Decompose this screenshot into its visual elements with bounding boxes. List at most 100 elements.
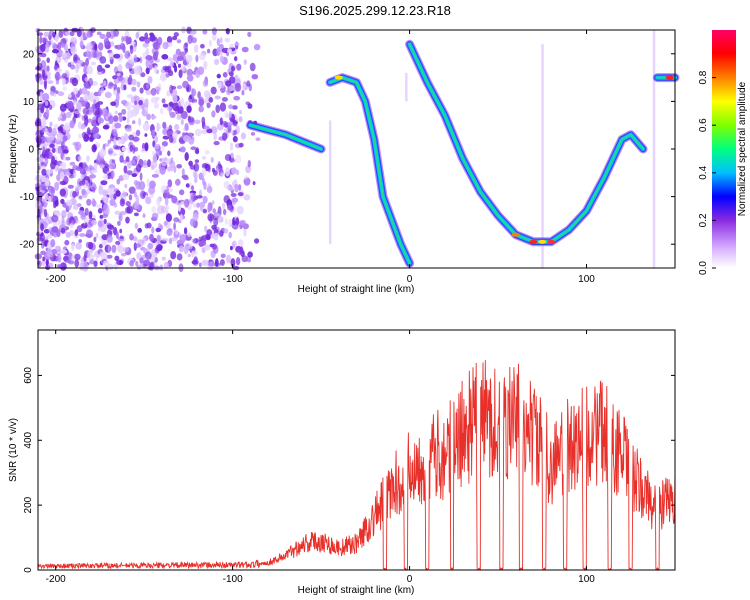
noise-speck: [178, 245, 184, 253]
noise-speck: [111, 244, 117, 254]
noise-speck: [57, 253, 62, 263]
noise-speck: [59, 112, 67, 122]
noise-speck: [187, 116, 195, 123]
noise-speck: [76, 101, 82, 111]
noise-speck: [157, 36, 163, 46]
snr-series: [37, 360, 676, 572]
trace-hotspot: [538, 239, 547, 244]
noise-speck: [39, 35, 43, 44]
noise-speck: [107, 224, 115, 230]
noise-speck: [204, 225, 208, 233]
colorbar-tick-label: 0.8: [698, 70, 709, 84]
noise-speck: [106, 254, 113, 259]
noise-speck: [169, 84, 174, 94]
noise-speck: [234, 42, 240, 46]
noise-speck: [75, 64, 79, 74]
noise-speck: [245, 101, 251, 106]
noise-speck: [64, 239, 70, 246]
noise-speck: [161, 256, 166, 261]
noise-speck: [167, 194, 174, 199]
noise-speck: [106, 188, 113, 196]
snr-ticks: -200 -100 0 100 0 200 400 600: [23, 330, 675, 585]
noise-speck: [76, 219, 80, 224]
noise-speck: [114, 110, 119, 115]
noise-speck: [198, 236, 202, 242]
noise-speck: [119, 198, 126, 207]
noise-speck: [117, 64, 123, 73]
noise-speck: [150, 160, 158, 169]
noise-speck: [94, 110, 100, 118]
noise-speck: [179, 51, 187, 56]
noise-speck: [73, 87, 78, 95]
noise-speck: [42, 260, 46, 268]
noise-speck: [117, 76, 124, 82]
noise-speck: [103, 260, 110, 267]
colorbar-gradient: [712, 30, 736, 268]
colorbar-tick-label: 0.0: [698, 261, 709, 275]
noise-speck: [163, 261, 170, 269]
noise-speck: [111, 152, 118, 157]
noise-speck: [136, 81, 141, 88]
spectrogram-xtick-label: -100: [223, 274, 243, 285]
noise-speck: [214, 95, 221, 100]
noise-speck: [88, 210, 93, 220]
noise-speck: [66, 100, 74, 109]
noise-speck: [70, 37, 77, 44]
noise-speck: [196, 202, 200, 208]
noise-speck: [138, 263, 144, 269]
noise-speck: [106, 234, 113, 243]
noise-speck: [151, 174, 159, 178]
noise-speck: [134, 243, 142, 248]
noise-speck: [83, 94, 89, 102]
streak: [541, 44, 544, 268]
noise-speck: [184, 123, 189, 131]
noise-speck: [103, 174, 109, 181]
noise-speck: [119, 228, 123, 234]
noise-speck: [76, 225, 83, 233]
noise-speck: [190, 29, 197, 35]
noise-speck: [57, 126, 63, 131]
noise-speck: [60, 249, 67, 255]
noise-speck: [47, 75, 51, 81]
noise-speck: [154, 65, 158, 74]
noise-speck: [104, 163, 109, 168]
snr-ytick-label: 400: [23, 431, 34, 448]
noise-speck: [49, 91, 55, 96]
noise-speck: [251, 74, 259, 80]
noise-speck: [36, 156, 43, 163]
noise-speck: [186, 68, 193, 77]
noise-speck: [226, 254, 231, 264]
noise-speck: [206, 229, 213, 236]
noise-speck: [183, 42, 188, 52]
noise-speck: [153, 102, 160, 109]
noise-speck: [52, 49, 59, 54]
noise-speck: [110, 101, 117, 106]
noise-speck: [44, 236, 49, 241]
noise-speck: [236, 205, 244, 215]
noise-speck: [148, 185, 156, 195]
noise-speck: [72, 141, 79, 146]
noise-speck: [230, 193, 237, 197]
noise-speck: [73, 169, 77, 179]
noise-speck: [97, 220, 103, 228]
noise-speck: [207, 204, 211, 213]
noise-speck: [228, 218, 233, 228]
noise-speck: [96, 31, 102, 36]
noise-speck: [54, 71, 61, 81]
noise-speck: [161, 54, 169, 60]
noise-speck: [216, 73, 221, 79]
noise-speck: [154, 134, 159, 144]
noise-speck: [126, 117, 130, 124]
noise-speck: [227, 186, 234, 192]
noise-speck: [67, 252, 73, 261]
noise-speck: [117, 138, 122, 145]
noise-speck: [247, 31, 252, 38]
noise-speck: [115, 92, 120, 102]
noise-speck: [58, 29, 64, 38]
noise-speck: [44, 80, 47, 90]
noise-speck: [179, 189, 185, 196]
noise-speck: [81, 178, 86, 186]
noise-speck: [241, 89, 245, 96]
noise-speck: [54, 199, 59, 207]
